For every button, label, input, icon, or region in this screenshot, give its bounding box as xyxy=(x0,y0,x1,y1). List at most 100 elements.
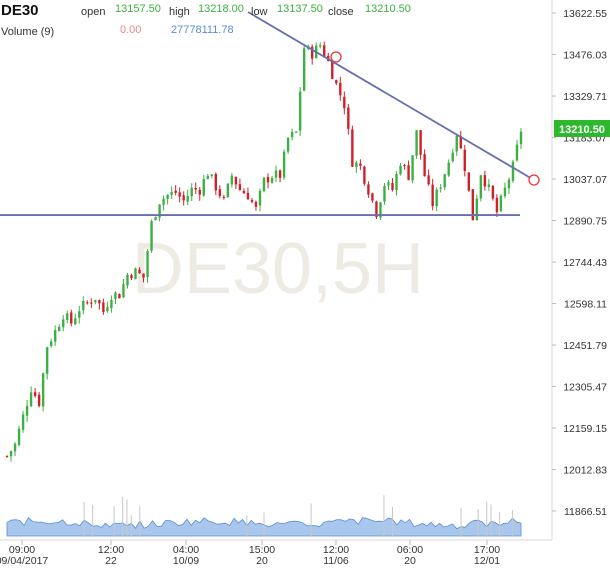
candle-body xyxy=(423,154,426,177)
candle-body xyxy=(447,162,450,176)
low-label: low xyxy=(251,6,268,18)
candle-body xyxy=(13,443,17,452)
candle-body xyxy=(262,177,266,192)
time-tick-label: 12:00 xyxy=(323,544,349,556)
candle-body xyxy=(126,274,129,286)
candle-body xyxy=(367,184,370,195)
candle-body xyxy=(479,175,483,199)
candle-body xyxy=(86,302,89,304)
candle-body xyxy=(459,136,462,149)
candle-body xyxy=(198,189,201,195)
volume-label: Volume (9) xyxy=(1,26,54,38)
candle-body xyxy=(130,275,133,279)
candle-body xyxy=(178,192,181,197)
candle-body xyxy=(463,149,466,172)
candle-body xyxy=(74,318,77,325)
candle-body xyxy=(331,60,334,79)
symbol-label: DE30 xyxy=(1,2,39,19)
date-tick-label: 11/06 xyxy=(323,555,349,567)
date-tick-label: 22 xyxy=(105,555,117,567)
candle-body xyxy=(162,198,165,205)
candle-body xyxy=(154,217,157,221)
date-tick-label: 20 xyxy=(256,555,268,567)
candle-body xyxy=(475,198,479,221)
candle-body xyxy=(258,190,262,206)
candle-body xyxy=(25,405,29,416)
time-tick-label: 09:00 xyxy=(9,544,35,556)
candle-body xyxy=(391,182,394,190)
price-tick-label: 12012.83 xyxy=(563,465,607,477)
time-tick-label: 15:00 xyxy=(249,544,275,556)
close-label: close xyxy=(328,6,354,18)
candle-body xyxy=(439,187,442,189)
candle-body xyxy=(33,392,37,397)
last-price-tag: 13210.50 xyxy=(554,120,610,137)
candle-body xyxy=(383,186,386,202)
candle-body xyxy=(246,192,250,200)
candle-body xyxy=(118,293,121,299)
candle-body xyxy=(286,137,290,152)
candle-body xyxy=(82,300,85,311)
candle-body xyxy=(443,174,446,188)
candle-body xyxy=(355,162,358,168)
candle-body xyxy=(363,166,366,184)
candle-body xyxy=(53,330,57,342)
date-tick-label: 12/01 xyxy=(474,555,500,567)
trendline-handle-end[interactable] xyxy=(528,174,540,186)
candle-body xyxy=(150,221,153,251)
candle-body xyxy=(379,202,382,218)
candle-body xyxy=(507,179,511,189)
volume-value: 0.00 xyxy=(120,24,141,36)
candle-body xyxy=(499,195,503,212)
trendlines xyxy=(0,11,535,216)
candle-body xyxy=(290,131,294,138)
trendline-descending-resistance[interactable] xyxy=(247,11,535,181)
candle-body xyxy=(41,373,45,407)
candle-body xyxy=(274,170,278,178)
candle-body xyxy=(323,45,326,57)
candle-body xyxy=(343,96,346,109)
candle-body xyxy=(218,189,222,197)
candle-body xyxy=(242,190,246,194)
volume-ma-value: 27778111.78 xyxy=(171,24,234,36)
candle-body xyxy=(134,268,137,280)
candle-body xyxy=(146,251,149,278)
candle-body xyxy=(226,183,230,197)
price-tick-label: 12744.43 xyxy=(563,257,607,269)
candle-body xyxy=(419,130,422,155)
close-value: 13210.50 xyxy=(365,3,411,15)
candle-body xyxy=(21,414,25,430)
time-tick-label: 06:00 xyxy=(397,544,423,556)
candle-body xyxy=(49,341,53,347)
candle-body xyxy=(435,189,438,207)
candle-body xyxy=(5,455,9,457)
candle-body xyxy=(483,175,487,187)
candle-body xyxy=(266,176,270,183)
price-tick-label: 13622.55 xyxy=(563,8,607,20)
candle-body xyxy=(94,299,97,303)
candle-body xyxy=(351,129,354,167)
candle-body xyxy=(415,130,418,156)
candle-body xyxy=(491,185,495,199)
price-tick-label: 11866.51 xyxy=(564,506,607,518)
trendline-handle-top[interactable] xyxy=(330,51,342,63)
candle-body xyxy=(359,163,362,166)
date-tick-label: 20 xyxy=(404,555,416,567)
candle-body xyxy=(222,196,226,198)
candle-body xyxy=(282,151,286,178)
last-price-tag-text: 13210.50 xyxy=(559,124,605,136)
candle-body xyxy=(503,187,507,197)
price-tick-label: 13037.07 xyxy=(563,174,607,186)
candle-body xyxy=(29,392,33,407)
candle-body xyxy=(58,326,61,331)
candle-body xyxy=(234,176,238,185)
candle-body xyxy=(174,190,177,193)
candle-body xyxy=(487,184,491,187)
candle-body xyxy=(427,175,430,185)
candle-body xyxy=(17,428,21,445)
candle-body xyxy=(395,174,398,191)
candle-body xyxy=(371,193,374,201)
